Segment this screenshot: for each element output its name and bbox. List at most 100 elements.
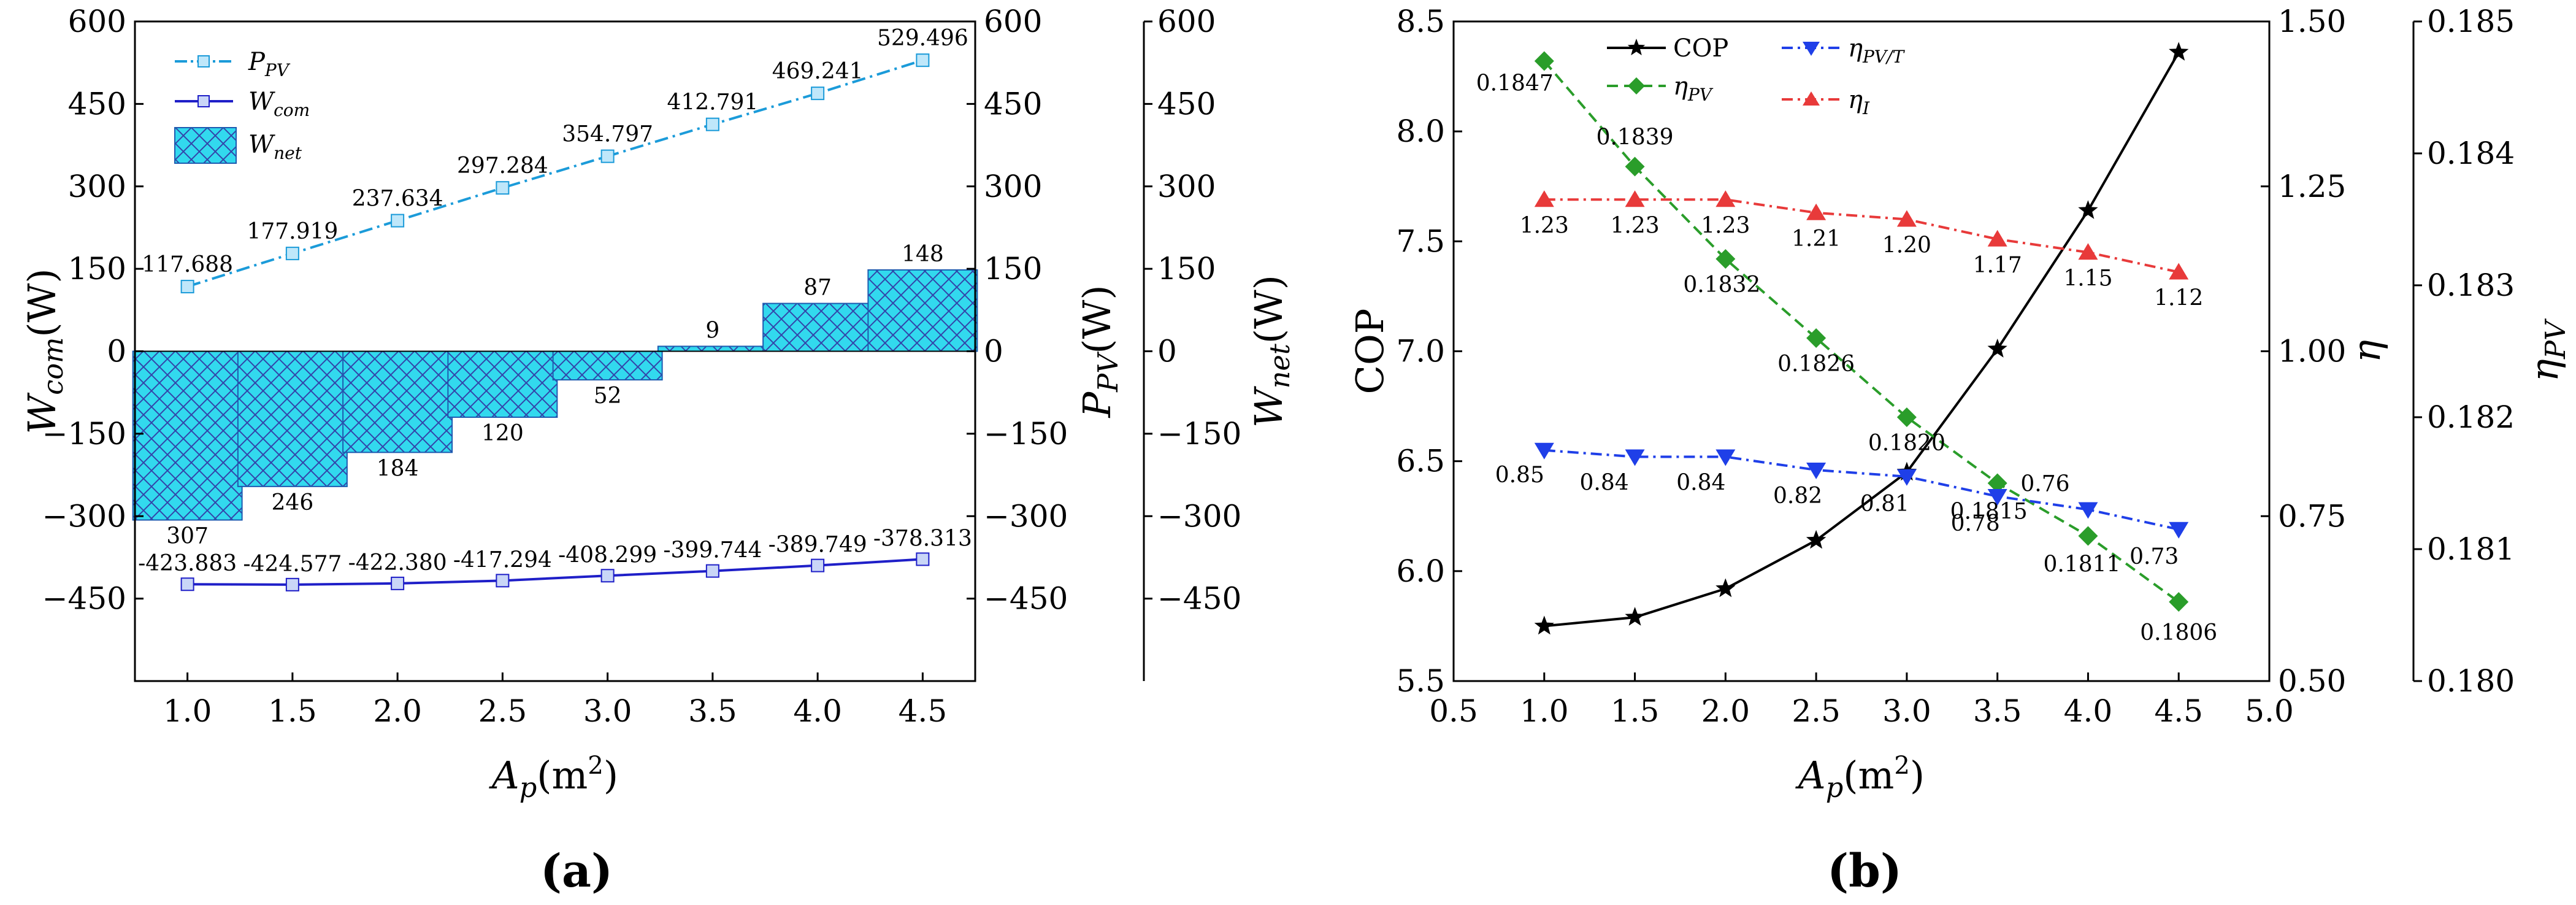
legend-label: COP bbox=[1673, 34, 1728, 63]
ppv-value-label: 237.634 bbox=[352, 187, 443, 212]
series-value-label: 1.21 bbox=[1792, 226, 1841, 252]
y-axis-label-wcom: Wcom(W) bbox=[20, 268, 69, 434]
x-tick-label: 0.5 bbox=[1429, 693, 1478, 729]
wnet-bar-label: 184 bbox=[377, 456, 419, 481]
ppv-marker bbox=[180, 280, 194, 294]
legend-label: ηI bbox=[1848, 86, 1870, 118]
wnet-bar bbox=[867, 269, 978, 352]
ppv-marker bbox=[496, 181, 510, 195]
y-left-tick-label: 6.0 bbox=[1396, 553, 1445, 589]
x-tick-label: 5.0 bbox=[2245, 693, 2294, 729]
ppv-marker bbox=[811, 87, 825, 101]
ppv-marker bbox=[916, 53, 930, 67]
y-right1-tick-label: −300 bbox=[984, 498, 1068, 534]
legend-marker bbox=[1803, 91, 1820, 106]
eta-pv-marker bbox=[1534, 51, 1554, 71]
eta-i-marker bbox=[1715, 190, 1736, 207]
chart-panel-a: 307 246 184 120 52 9 87 148 -423.883 -424.577 -422… bbox=[20, 4, 1296, 898]
wnet-bar bbox=[342, 350, 453, 453]
cop-marker bbox=[1625, 607, 1645, 626]
x-tick-label: 3.5 bbox=[688, 693, 737, 729]
eta-pvt-marker bbox=[1806, 463, 1827, 479]
series-value-label: 0.1820 bbox=[1868, 431, 1945, 456]
x-tick-label: 2.5 bbox=[1792, 693, 1841, 729]
eta-pvt-marker bbox=[1625, 449, 1645, 466]
ppv-value-label: 177.919 bbox=[247, 219, 338, 244]
y-right2-tick-label: 300 bbox=[1157, 169, 1216, 204]
y-right2-tick-label: 0.185 bbox=[2427, 4, 2515, 39]
series-value-label: 1.17 bbox=[1973, 253, 2022, 278]
wcom-marker bbox=[916, 552, 930, 566]
wcom-marker bbox=[285, 577, 299, 591]
eta-pv-marker bbox=[1625, 156, 1645, 177]
x-tick-label: 4.5 bbox=[899, 693, 948, 729]
y-right2-tick-label: −300 bbox=[1157, 498, 1241, 534]
y-left-tick-label: 5.5 bbox=[1396, 663, 1445, 699]
x-tick-label: 2.0 bbox=[1701, 693, 1750, 729]
x-tick-label: 4.5 bbox=[2154, 693, 2203, 729]
series-value-label: 0.82 bbox=[1773, 483, 1822, 509]
series-value-label: 1.23 bbox=[1520, 213, 1569, 238]
y-right2-tick-label: 450 bbox=[1157, 86, 1216, 121]
y-right2-tick-label: 0.182 bbox=[2427, 399, 2515, 435]
x-tick-label: 4.0 bbox=[2064, 693, 2113, 729]
y-left-tick-label: −450 bbox=[42, 581, 126, 617]
y-right1-tick-label: 450 bbox=[984, 86, 1042, 121]
legend-wcom-label: Wcom bbox=[248, 88, 310, 120]
cop-marker bbox=[1987, 338, 2007, 358]
wnet-bar bbox=[657, 345, 768, 352]
series-value-label: 0.1815 bbox=[1950, 499, 2028, 525]
y-right2-tick-label: 150 bbox=[1157, 251, 1216, 287]
series-value-label: 1.15 bbox=[2063, 266, 2112, 291]
wcom-line bbox=[187, 558, 923, 586]
y-right1-tick-label: 0.75 bbox=[2278, 498, 2346, 534]
y-right2-tick-label: −150 bbox=[1157, 416, 1241, 452]
y-axis-label-ppv: PPV(W) bbox=[1075, 285, 1124, 418]
y-right1-tick-label: 0.50 bbox=[2278, 663, 2346, 699]
series-value-label: 0.84 bbox=[1579, 471, 1628, 496]
y-right2-tick-label: 0 bbox=[1157, 334, 1177, 369]
eta-pv-marker bbox=[1987, 473, 2007, 493]
x-axis-label-a: Ap(m2) bbox=[489, 751, 618, 804]
cop-marker bbox=[2169, 42, 2189, 61]
y-right1-tick-label: 300 bbox=[984, 169, 1042, 204]
series-value-label: 0.73 bbox=[2129, 544, 2179, 569]
series-value-label: 0.76 bbox=[2020, 472, 2069, 497]
legend-wnet-label: Wnet bbox=[248, 131, 302, 163]
x-tick-label: 2.5 bbox=[478, 693, 527, 729]
x-tick-label: 3.0 bbox=[583, 693, 632, 729]
x-tick-label: 3.5 bbox=[1973, 693, 2022, 729]
x-tick-label: 1.0 bbox=[1520, 693, 1569, 729]
legend-wnet-swatch bbox=[174, 127, 237, 164]
eta-pv-marker bbox=[2169, 592, 2189, 612]
wnet-bar bbox=[237, 350, 348, 487]
wcom-value-label: -378.313 bbox=[873, 526, 972, 551]
wcom-value-label: -417.294 bbox=[453, 547, 552, 572]
wnet-bar-label: 9 bbox=[705, 318, 719, 343]
wnet-bar-label: 87 bbox=[803, 275, 832, 301]
y-axis-label-wnet: Wnet(W) bbox=[1246, 275, 1296, 428]
ppv-value-label: 354.797 bbox=[562, 122, 653, 147]
legend-a: PPV Wcom Wnet bbox=[174, 48, 310, 164]
series-value-label: 1.23 bbox=[1610, 213, 1659, 238]
y-right1-tick-label: 1.00 bbox=[2278, 334, 2346, 369]
legend-label: ηPV/T bbox=[1848, 34, 1905, 67]
y-left-tick-label: 300 bbox=[68, 169, 126, 204]
series-value-label: 0.1811 bbox=[2043, 552, 2120, 577]
wnet-bar bbox=[552, 350, 663, 381]
wnet-bar bbox=[132, 350, 243, 521]
wcom-marker bbox=[811, 558, 825, 572]
wcom-value-label: -389.749 bbox=[769, 533, 867, 558]
series-value-label: 0.1839 bbox=[1597, 125, 1674, 150]
y-right2-tick-label: 600 bbox=[1157, 4, 1216, 39]
legend-ppv-marker bbox=[197, 55, 210, 67]
y-right2-tick-label: 0.181 bbox=[2427, 531, 2515, 567]
cop-marker bbox=[1715, 578, 1736, 598]
y-left-tick-label: 7.5 bbox=[1396, 223, 1445, 259]
y-right1-tick-label: 1.50 bbox=[2278, 4, 2346, 39]
ppv-value-label: 297.284 bbox=[457, 153, 548, 179]
y-right1-tick-label: −450 bbox=[984, 581, 1068, 617]
eta-pv-marker bbox=[1806, 328, 1827, 348]
y-left-tick-label: 6.5 bbox=[1396, 444, 1445, 479]
